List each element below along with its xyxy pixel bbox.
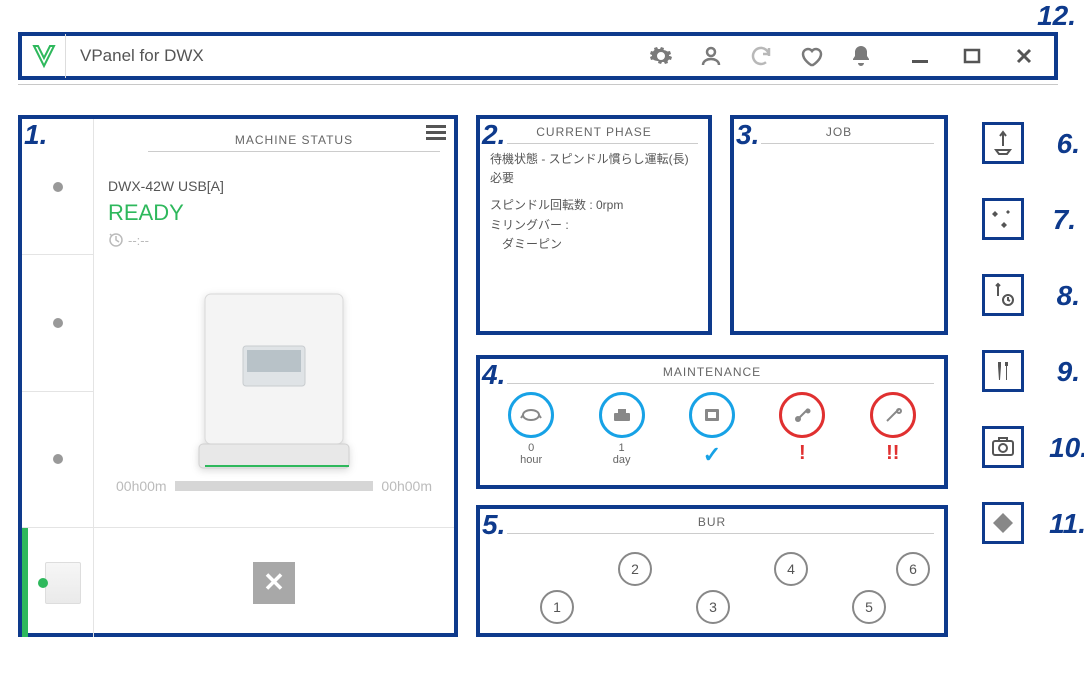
progress-bar bbox=[175, 481, 374, 491]
bur-title: BUR bbox=[490, 509, 934, 534]
maintenance-item[interactable]: !! bbox=[870, 392, 916, 465]
maintenance-item[interactable]: ✓ bbox=[689, 392, 735, 468]
side-icon-tools[interactable] bbox=[982, 350, 1024, 392]
maintenance-item[interactable]: ! bbox=[779, 392, 825, 465]
heart-icon[interactable] bbox=[798, 43, 824, 69]
current-phase-panel: 2. CURRENT PHASE 待機状態 - スピンドル慣らし運転(長)必要 … bbox=[476, 115, 712, 335]
machine-status-panel: 1. MACHINE STATUS DWX-42W USB[A] READY -… bbox=[18, 115, 458, 637]
phase-line: 待機状態 - スピンドル慣らし運転(長)必要 bbox=[490, 150, 698, 188]
callout-1: 1. bbox=[22, 119, 49, 151]
user-icon[interactable] bbox=[698, 43, 724, 69]
titlebar-icons bbox=[648, 43, 880, 69]
phase-line: ミリングバー : bbox=[490, 216, 698, 235]
callout-4: 4. bbox=[480, 359, 507, 391]
cancel-button[interactable]: ✕ bbox=[253, 562, 295, 604]
side-icon-camera[interactable] bbox=[982, 426, 1024, 468]
side-toolbar bbox=[982, 122, 1024, 544]
bur-slot[interactable]: 3 bbox=[696, 590, 730, 624]
machine-status-title: MACHINE STATUS bbox=[148, 127, 440, 152]
callout-6: 6. bbox=[1055, 128, 1082, 160]
bur-slot[interactable]: 5 bbox=[852, 590, 886, 624]
warning-icon: !! bbox=[886, 442, 899, 465]
minimize-button[interactable] bbox=[908, 44, 932, 68]
bur-slot[interactable]: 2 bbox=[618, 552, 652, 586]
maintenance-title: MAINTENANCE bbox=[490, 359, 934, 384]
maintenance-panel: 4. MAINTENANCE 0hour 1day ✓ ! !! bbox=[476, 355, 948, 489]
callout-9: 9. bbox=[1055, 356, 1082, 388]
callout-2: 2. bbox=[480, 119, 507, 151]
side-icon-spindle-timer[interactable] bbox=[982, 274, 1024, 316]
callout-12: 12. bbox=[1035, 0, 1078, 32]
warning-icon: ! bbox=[799, 442, 806, 465]
hamburger-icon[interactable] bbox=[426, 125, 446, 146]
machine-thumbnail bbox=[45, 562, 81, 604]
phase-line: スピンドル回転数 : 0rpm bbox=[490, 196, 698, 215]
machine-model: DWX-42W USB[A] bbox=[108, 178, 440, 194]
machine-slot[interactable] bbox=[22, 255, 93, 391]
machine-slot[interactable] bbox=[22, 392, 93, 527]
active-machine-slot[interactable] bbox=[22, 528, 94, 637]
app-title: VPanel for DWX bbox=[66, 46, 204, 66]
machine-state: READY bbox=[108, 200, 440, 226]
side-icon-disc[interactable] bbox=[982, 502, 1024, 544]
side-icon-clean[interactable] bbox=[982, 198, 1024, 240]
bur-panel: 5. BUR 1 2 3 4 56 bbox=[476, 505, 948, 637]
machine-time-placeholder: --:-- bbox=[128, 233, 149, 248]
phase-line: ダミーピン bbox=[490, 235, 698, 254]
refresh-icon[interactable] bbox=[748, 43, 774, 69]
callout-8: 8. bbox=[1055, 280, 1082, 312]
bell-icon[interactable] bbox=[848, 43, 874, 69]
callout-11: 11. bbox=[1047, 508, 1084, 540]
check-icon: ✓ bbox=[703, 442, 721, 468]
job-title: JOB bbox=[744, 119, 934, 144]
machine-slot-list bbox=[22, 119, 94, 527]
bur-slot[interactable]: 6 bbox=[896, 552, 930, 586]
elapsed-left: 00h00m bbox=[116, 478, 167, 494]
titlebar: VPanel for DWX bbox=[18, 32, 1058, 80]
app-logo bbox=[22, 34, 66, 78]
side-icon-milling[interactable] bbox=[982, 122, 1024, 164]
current-phase-title: CURRENT PHASE bbox=[490, 119, 698, 144]
callout-3: 3. bbox=[734, 119, 761, 151]
maintenance-item[interactable]: 0hour bbox=[508, 392, 554, 466]
maximize-button[interactable] bbox=[960, 44, 984, 68]
machine-image bbox=[174, 274, 374, 474]
callout-5: 5. bbox=[480, 509, 507, 541]
close-button[interactable] bbox=[1012, 44, 1036, 68]
maintenance-item[interactable]: 1day bbox=[599, 392, 645, 466]
bur-slot[interactable]: 1 bbox=[540, 590, 574, 624]
titlebar-divider bbox=[18, 84, 1058, 85]
callout-7: 7. bbox=[1051, 204, 1078, 236]
callout-10: 10. bbox=[1047, 432, 1084, 464]
job-panel: 3. JOB bbox=[730, 115, 948, 335]
bur-slot[interactable]: 4 bbox=[774, 552, 808, 586]
machine-time-row: --:-- bbox=[108, 232, 440, 248]
elapsed-right: 00h00m bbox=[381, 478, 432, 494]
settings-icon[interactable] bbox=[648, 43, 674, 69]
